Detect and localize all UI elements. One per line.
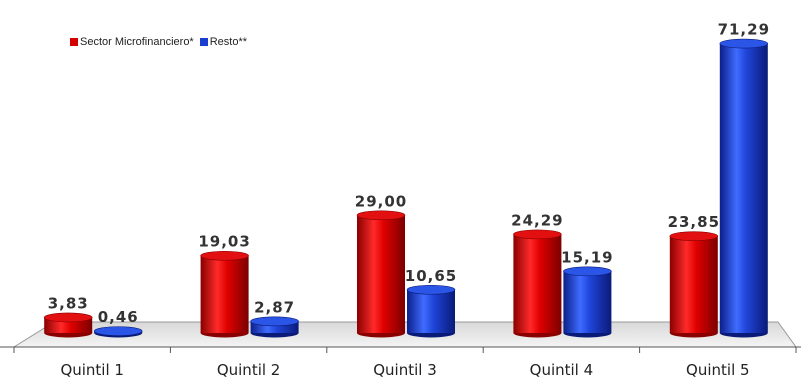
value-labels-group: 3,83 0,46 19,03 2,87 29,00 10,65 24,29 15,19 23,… — [48, 21, 770, 327]
value-label: 15,19 — [561, 248, 613, 266]
bars-group — [43, 38, 769, 338]
value-label: 10,65 — [405, 267, 457, 285]
legend-item-series2: Resto** — [199, 36, 248, 48]
value-label: 0,46 — [98, 308, 139, 326]
bar-series1 — [669, 231, 719, 338]
x-tick-label: Quintil 4 — [530, 361, 594, 379]
bar-series2 — [406, 284, 456, 338]
legend-swatch-series1 — [70, 38, 78, 46]
value-label: 2,87 — [254, 298, 295, 316]
value-label: 23,85 — [668, 213, 720, 231]
value-label: 3,83 — [48, 294, 89, 312]
bar-series2 — [93, 326, 143, 338]
legend-label-series2: Resto** — [209, 36, 248, 48]
value-label: 24,29 — [511, 211, 563, 229]
legend-label-series1: Sector Microfinanciero* — [80, 36, 194, 48]
bar-series1 — [200, 250, 249, 338]
bar-series1 — [43, 312, 93, 338]
x-axis: Quintil 1 Quintil 2 Quintil 3 Quintil 4 Quin… — [0, 346, 801, 379]
bar-series2 — [250, 316, 299, 338]
x-tick-label: Quintil 1 — [60, 361, 124, 379]
bar-series2 — [563, 266, 612, 338]
bar-series1 — [356, 210, 406, 338]
value-label: 71,29 — [718, 21, 770, 39]
value-label: 19,03 — [198, 233, 250, 251]
bar-series1 — [513, 229, 562, 338]
x-tick-label: Quintil 3 — [373, 361, 437, 379]
legend-swatch-series2 — [199, 38, 208, 46]
x-tick-label: Quintil 2 — [217, 361, 281, 379]
value-label: 29,00 — [355, 192, 407, 210]
bar-series2 — [719, 38, 769, 338]
legend: Sector Microfinanciero* Resto** — [70, 36, 253, 48]
x-tick-label: Quintil 5 — [686, 361, 750, 379]
legend-item-series1: Sector Microfinanciero* — [70, 36, 194, 48]
